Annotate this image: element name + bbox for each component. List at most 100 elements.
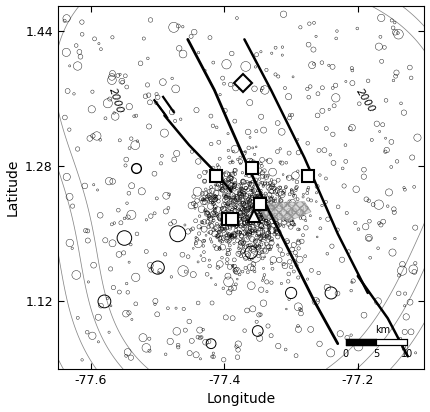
Point [232,196,239,202]
Point [262,233,269,240]
Point [256,244,263,250]
Point [223,232,230,239]
Point [270,198,277,204]
Point [356,101,363,107]
Point [361,312,368,318]
Point [235,250,242,257]
Point [247,179,254,185]
Point [237,229,244,236]
Point [259,170,266,176]
Point [128,135,135,142]
Point [157,267,163,274]
Point [239,268,246,275]
Point [370,201,377,208]
Point [220,356,227,363]
Point [218,179,224,186]
Point [256,232,263,239]
Text: 10: 10 [401,349,413,359]
Point [231,211,238,218]
Point [90,262,97,269]
Point [276,185,283,191]
Point [251,227,258,234]
Point [239,213,246,220]
Point [157,160,164,167]
X-axis label: Longitude: Longitude [206,393,276,407]
Point [326,62,332,69]
Point [196,213,203,220]
Point [239,203,246,209]
Point [366,234,372,241]
Point [298,209,305,216]
Point [128,183,135,189]
Point [173,150,180,157]
Point [174,230,181,237]
Point [144,55,151,62]
Point [108,74,115,80]
Point [376,128,383,135]
Point [297,215,304,221]
Point [393,158,400,165]
Text: 2000: 2000 [107,86,125,115]
Point [400,344,407,350]
Point [218,234,224,241]
Point [400,109,407,116]
Point [220,182,227,189]
Point [216,216,223,223]
Point [191,29,198,35]
Point [172,86,179,92]
Point [256,225,263,232]
Point [264,180,271,187]
Point [243,185,249,192]
Point [211,194,218,200]
Point [353,186,359,192]
Point [74,314,81,321]
Point [233,223,240,230]
Point [220,235,227,241]
Point [389,249,396,256]
Point [243,207,250,214]
Point [258,222,265,229]
Point [246,204,253,211]
Point [375,245,381,251]
Point [230,217,237,223]
Point [107,266,114,272]
Point [205,229,212,236]
Point [243,199,250,206]
Point [247,232,254,239]
Point [233,229,240,236]
Point [201,178,208,184]
Point [265,215,272,221]
Point [205,215,212,222]
Point [231,263,238,269]
Point [235,341,242,347]
Point [213,245,220,251]
Point [378,15,385,21]
Point [263,204,270,210]
Point [255,194,261,200]
Point [261,232,267,239]
Point [209,199,216,206]
Point [229,220,236,227]
Point [275,73,282,80]
Point [250,244,257,250]
Point [222,194,229,201]
Point [252,166,259,173]
Point [220,211,227,218]
Point [245,187,252,193]
Point [362,223,369,230]
Point [252,243,259,250]
Point [126,309,132,316]
Point [414,134,421,141]
Point [227,172,234,178]
Point [397,335,404,342]
Point [66,240,73,246]
Point [232,167,239,174]
Point [265,226,272,232]
Point [247,179,254,186]
Point [277,213,284,220]
Point [408,328,415,335]
Point [211,201,218,207]
Point [246,191,253,198]
Point [215,264,221,271]
Point [218,187,225,194]
